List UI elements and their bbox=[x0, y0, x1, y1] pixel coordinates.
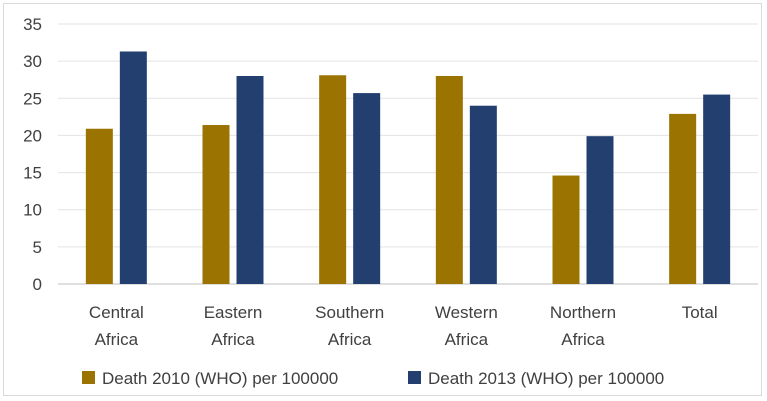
bar bbox=[435, 76, 463, 284]
bar bbox=[703, 94, 731, 284]
legend-swatch bbox=[82, 371, 95, 384]
y-tick-label: 15 bbox=[23, 164, 42, 183]
bar bbox=[119, 51, 147, 284]
y-tick-label: 20 bbox=[23, 126, 42, 145]
legend-label: Death 2013 (WHO) per 100000 bbox=[428, 369, 664, 388]
bar bbox=[202, 125, 230, 285]
y-tick-label: 10 bbox=[23, 201, 42, 220]
legend: Death 2010 (WHO) per 100000 Death 2013 (W… bbox=[82, 369, 664, 388]
y-tick-label: 35 bbox=[23, 15, 42, 34]
x-tick-label: Southern Africa bbox=[315, 303, 384, 349]
x-tick-label: Central Africa bbox=[89, 303, 144, 349]
x-tick-label: Western Africa bbox=[435, 303, 498, 349]
gridlines bbox=[58, 23, 758, 285]
x-tick-label: Total bbox=[682, 303, 718, 322]
bar bbox=[236, 76, 264, 284]
bar bbox=[319, 75, 347, 284]
x-tick-label: Eastern Africa bbox=[204, 303, 263, 349]
y-axis: 0 5 10 15 20 25 30 35 bbox=[23, 15, 42, 294]
bar bbox=[586, 136, 614, 284]
bar bbox=[85, 128, 113, 284]
y-tick-label: 30 bbox=[23, 52, 42, 71]
y-tick-label: 25 bbox=[23, 89, 42, 108]
x-tick-label: Northern Africa bbox=[550, 303, 616, 349]
bar bbox=[669, 113, 697, 284]
legend-label: Death 2010 (WHO) per 100000 bbox=[102, 369, 338, 388]
bar bbox=[469, 105, 497, 284]
bar bbox=[353, 93, 381, 284]
y-tick-label: 5 bbox=[33, 238, 42, 257]
x-axis-categories: Central Africa Eastern Africa Southern Africa… bbox=[89, 303, 718, 349]
bar bbox=[552, 175, 580, 284]
y-tick-label: 0 bbox=[33, 275, 42, 294]
bars bbox=[85, 51, 731, 285]
legend-swatch bbox=[408, 371, 421, 384]
chart-frame bbox=[3, 3, 762, 396]
